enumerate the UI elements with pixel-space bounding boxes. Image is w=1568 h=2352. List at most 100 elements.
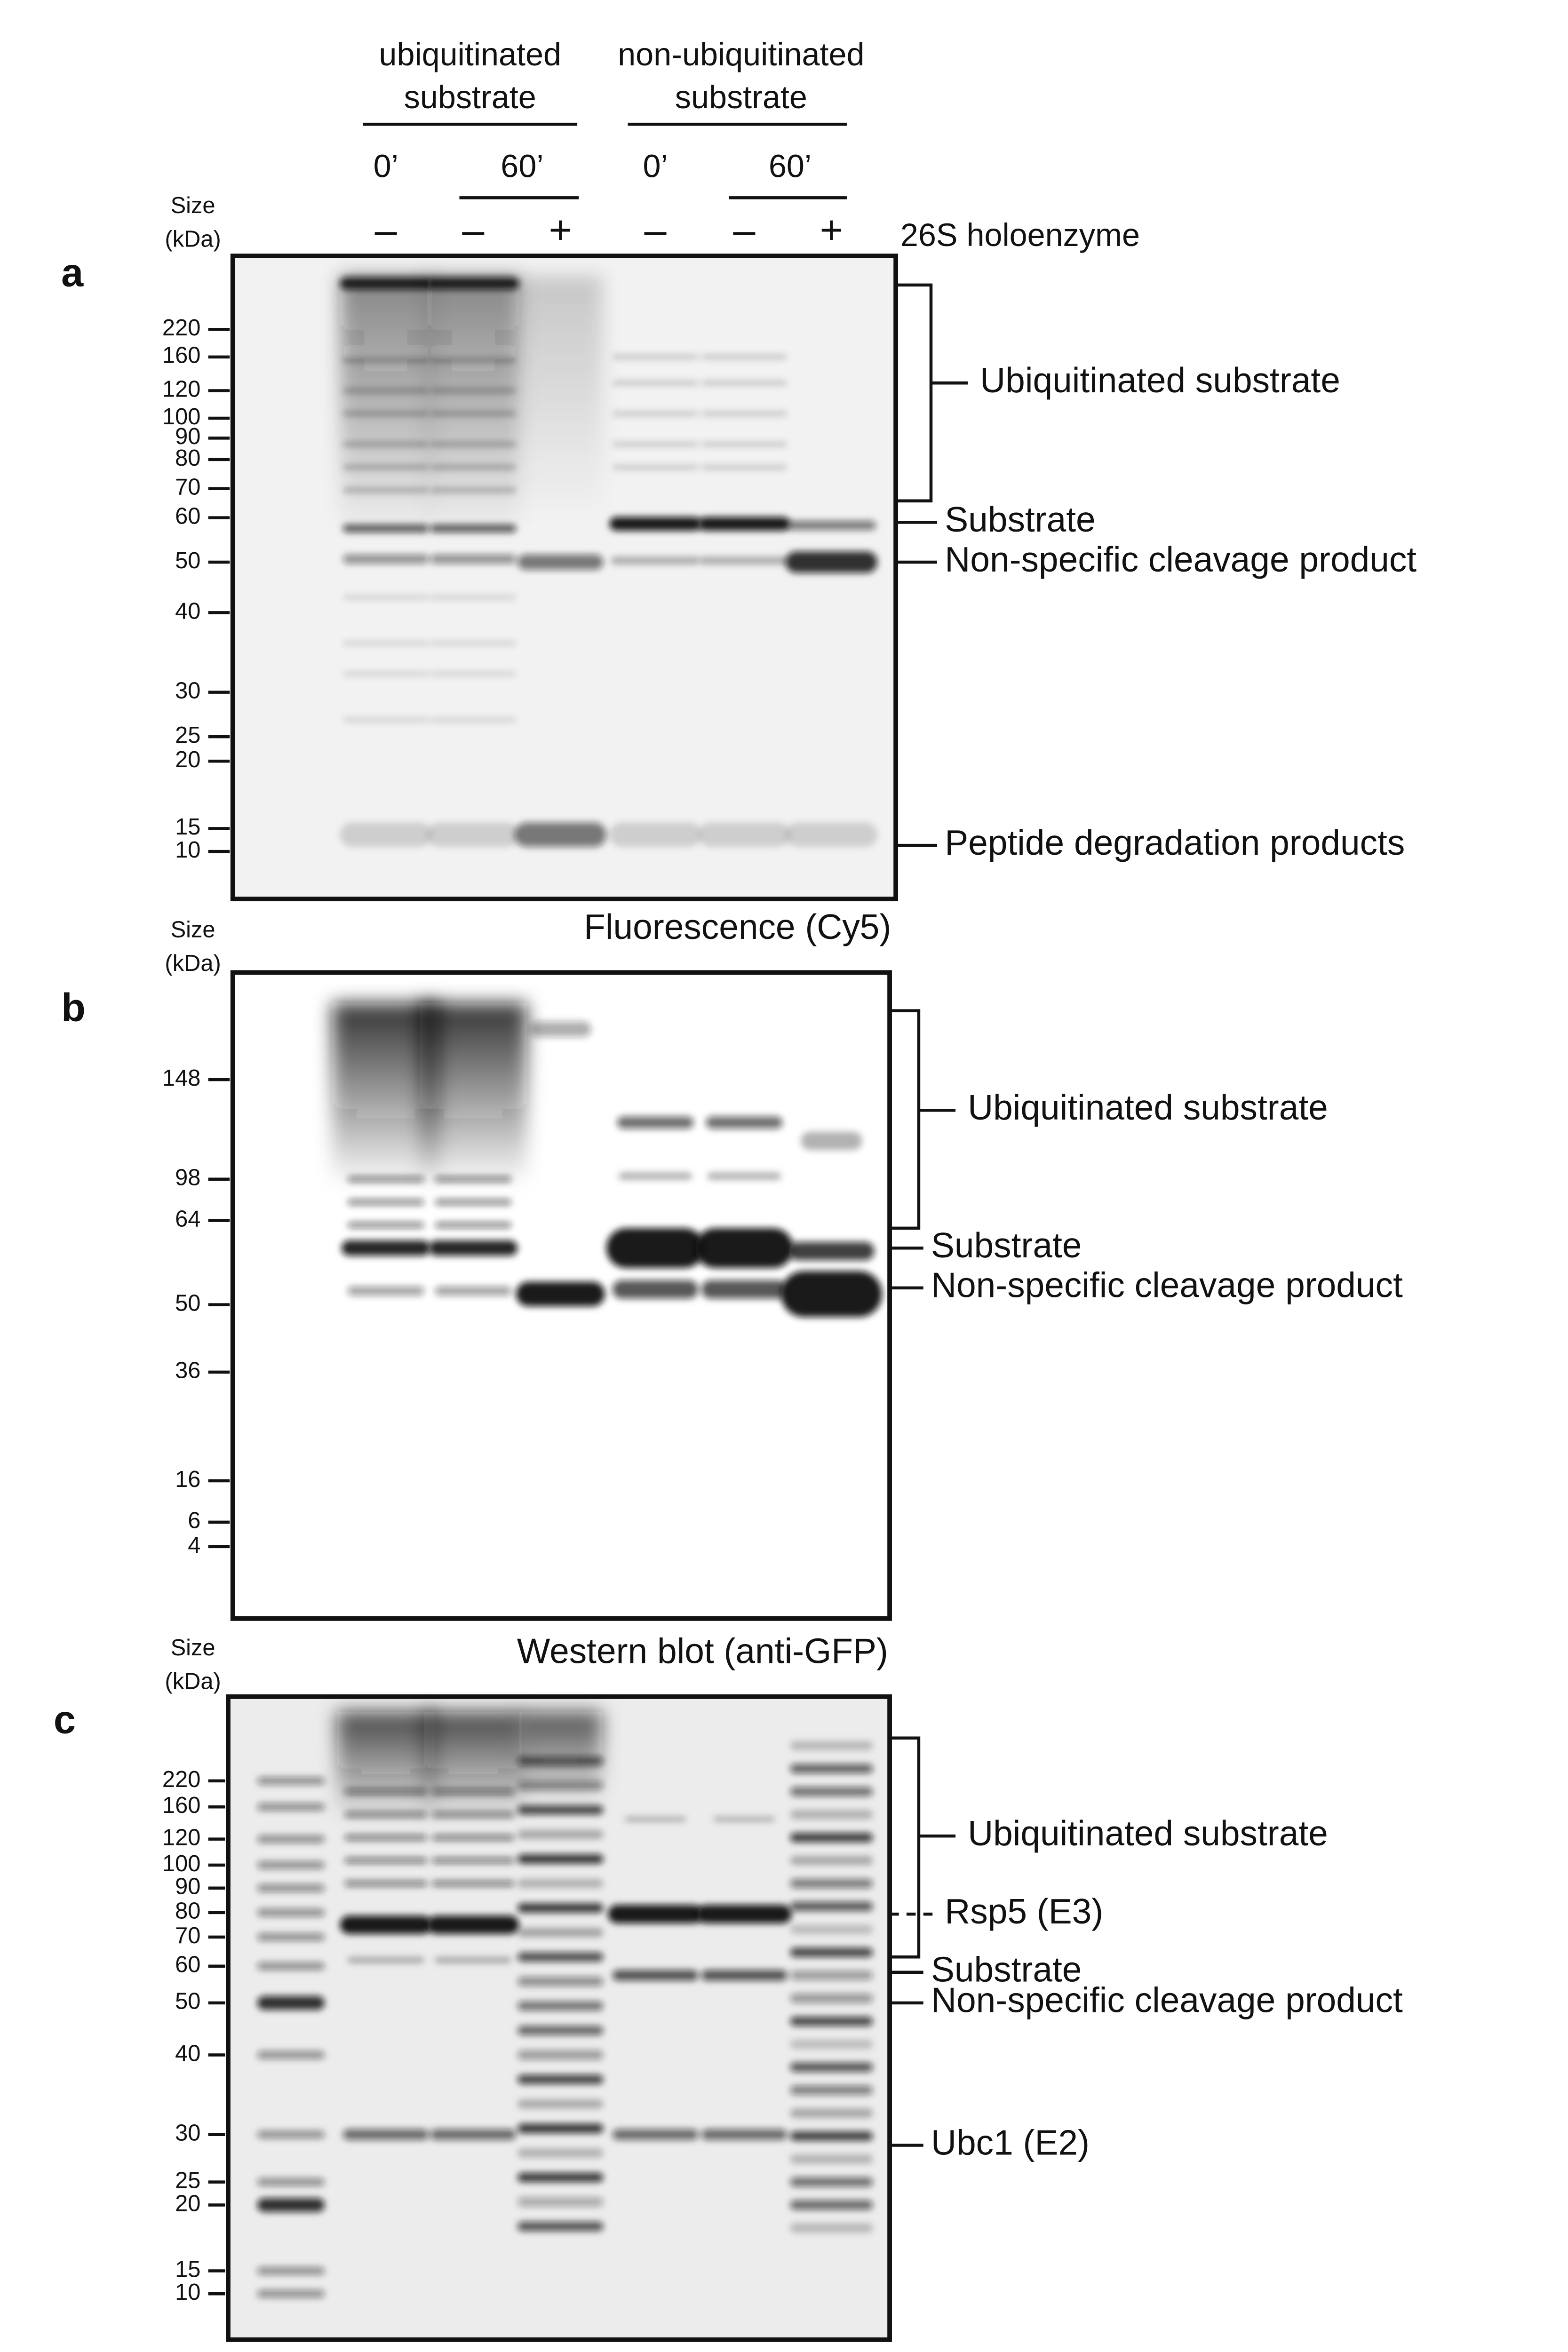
gel-band <box>790 1971 873 1980</box>
gel-band <box>788 1242 875 1261</box>
gel-band <box>257 1996 325 2010</box>
marker-label: 50 <box>175 548 200 573</box>
gel-band <box>612 2129 699 2140</box>
marker-label: 220 <box>162 1767 200 1792</box>
gel-band <box>344 1811 428 1818</box>
gel-band <box>257 2198 325 2212</box>
marker-label: 36 <box>175 1358 200 1383</box>
gel-band <box>435 1176 512 1183</box>
gel-band <box>695 1228 794 1268</box>
marker-label: 70 <box>175 475 200 500</box>
gel-band <box>790 2108 873 2118</box>
marker-label: 160 <box>162 1793 200 1818</box>
gel-band <box>517 2099 604 2109</box>
gel-band <box>344 1857 428 1864</box>
gel-band <box>347 1286 424 1296</box>
size-label: (kDa) <box>165 1669 221 1694</box>
caption: Western blot (anti-GFP) <box>517 1631 888 1671</box>
gel-band <box>617 1116 694 1129</box>
gel-band <box>611 556 700 564</box>
gel-band <box>608 1905 703 1923</box>
gel-band <box>340 822 432 847</box>
gel-band <box>257 1933 325 1941</box>
marker-label: 120 <box>162 376 200 402</box>
gel-band <box>431 1788 515 1795</box>
gel-band <box>343 388 429 393</box>
gel-band <box>429 1240 518 1256</box>
panel-letter: b <box>61 985 86 1030</box>
gel-band <box>257 1884 325 1892</box>
gel-band <box>343 465 429 470</box>
gel-band <box>517 1903 604 1913</box>
gel-band <box>435 1222 512 1228</box>
gel-band <box>517 2001 604 2011</box>
marker-label: 50 <box>175 1989 200 2014</box>
annotation: Rsp5 (E3) <box>945 1891 1103 1931</box>
marker-label: 100 <box>162 404 200 429</box>
marker-label: 16 <box>175 1467 200 1492</box>
gel-band <box>427 822 519 847</box>
gel-band <box>343 524 429 532</box>
gel-band <box>430 524 516 532</box>
marker-label: 10 <box>175 2280 200 2305</box>
gel-band <box>343 358 429 363</box>
gel-band <box>341 1240 430 1256</box>
marker-label: 40 <box>175 598 200 624</box>
gel-band <box>790 1994 873 2003</box>
group-label: non-ubiquitinated <box>618 37 864 72</box>
gel-band <box>517 2222 604 2231</box>
bracket <box>890 1009 921 1230</box>
marker-label: 25 <box>175 723 200 748</box>
gel-band <box>790 2200 873 2210</box>
gel-band <box>340 277 432 290</box>
gel-band <box>430 641 516 646</box>
marker-label: 30 <box>175 678 200 704</box>
marker-label: 160 <box>162 343 200 368</box>
gel-band <box>790 2039 873 2049</box>
bracket <box>890 1736 921 1959</box>
marker-label: 120 <box>162 1825 200 1850</box>
gel-band <box>517 2148 604 2158</box>
gel-band <box>430 465 516 470</box>
marker-label: 100 <box>162 1851 200 1876</box>
gel-band <box>343 671 429 676</box>
gel-band <box>431 1880 515 1887</box>
gel-band <box>344 1880 428 1887</box>
gel-band <box>517 1928 604 1937</box>
gel-frame <box>230 970 892 1621</box>
treatment-sign: – <box>462 207 485 252</box>
gel-band <box>344 1788 428 1795</box>
gel-band <box>514 822 606 847</box>
gel-band <box>701 381 788 386</box>
gel-band <box>517 1805 604 1815</box>
annotation: Ubc1 (E2) <box>931 2122 1090 2162</box>
gel-band <box>612 1280 699 1299</box>
time-label: 0’ <box>643 149 668 184</box>
gel-band <box>257 2290 325 2298</box>
marker-label: 40 <box>175 2041 200 2066</box>
gel-band <box>790 2017 873 2026</box>
gel-smear <box>340 276 432 536</box>
group-label: ubiquitinated <box>379 37 561 72</box>
marker-label: 90 <box>175 424 200 449</box>
treatment-sign: – <box>645 207 667 252</box>
annotation: Ubiquitinated substrate <box>968 1088 1328 1127</box>
caption: Coomassie stain <box>603 2348 863 2352</box>
gel-band <box>790 1764 873 1773</box>
size-label: (kDa) <box>165 226 221 252</box>
gel-band <box>430 717 516 723</box>
gel-band <box>340 1915 432 1934</box>
treatment-sign: – <box>733 207 756 252</box>
marker-label: 6 <box>188 1508 200 1534</box>
gel-band <box>517 1952 604 1962</box>
gel-band <box>706 1116 783 1129</box>
gel-band <box>430 442 516 447</box>
gel-layer <box>228 256 896 2340</box>
gel-band <box>517 2074 604 2084</box>
size-label: Size <box>171 193 215 218</box>
gel-band <box>347 1222 424 1228</box>
marker-label: 50 <box>175 1291 200 1316</box>
gel-band <box>517 2050 604 2060</box>
marker-label: 4 <box>188 1533 200 1558</box>
